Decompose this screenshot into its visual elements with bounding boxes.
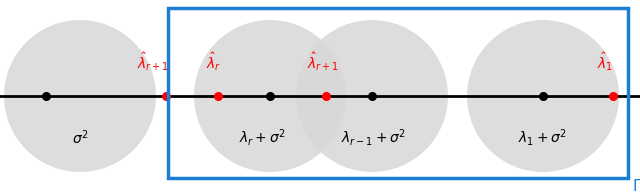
Circle shape (296, 20, 448, 172)
Text: $\lambda_1 + \sigma^2$: $\lambda_1 + \sigma^2$ (518, 127, 568, 148)
Circle shape (4, 20, 156, 172)
Text: $\Gamma$: $\Gamma$ (632, 178, 640, 192)
Text: $\lambda_{r-1} + \sigma^2$: $\lambda_{r-1} + \sigma^2$ (342, 127, 406, 148)
Text: $\sigma^2$: $\sigma^2$ (72, 129, 88, 147)
Text: $\hat{\lambda}_{r+1}$: $\hat{\lambda}_{r+1}$ (307, 51, 339, 73)
Bar (168, 8, 628, 178)
Circle shape (194, 20, 346, 172)
Text: $\lambda_r + \sigma^2$: $\lambda_r + \sigma^2$ (239, 127, 285, 148)
Text: $\hat{\lambda}_{r}$: $\hat{\lambda}_{r}$ (206, 51, 221, 73)
Circle shape (467, 20, 619, 172)
Text: $\hat{\lambda}_{r+1}$: $\hat{\lambda}_{r+1}$ (137, 51, 169, 73)
Text: $\hat{\lambda}_{1}$: $\hat{\lambda}_{1}$ (597, 51, 613, 73)
